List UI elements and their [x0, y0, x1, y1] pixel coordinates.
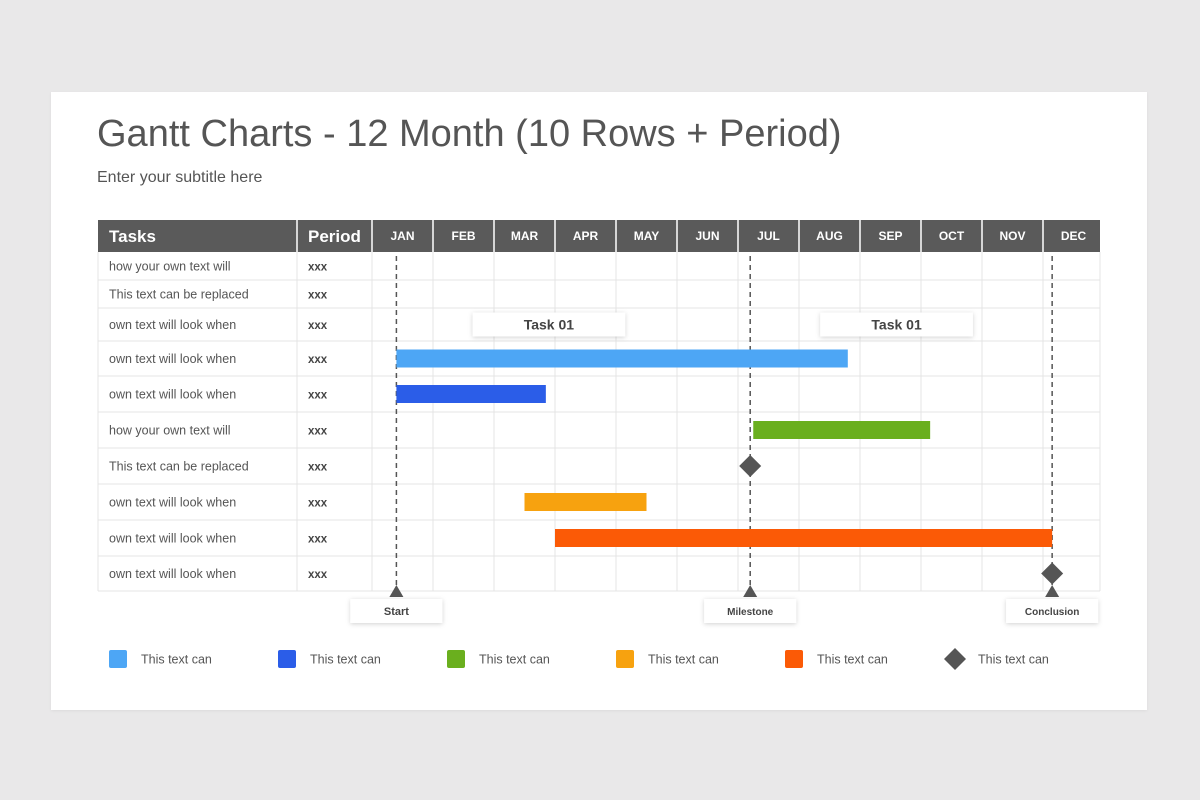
legend-swatch	[616, 650, 634, 668]
month-label-apr: APR	[573, 229, 599, 243]
task-label: own text will look when	[109, 532, 236, 546]
gantt-bar	[396, 385, 546, 403]
task-label: This text can be replaced	[109, 288, 249, 302]
page-subtitle: Enter your subtitle here	[97, 169, 263, 186]
month-label-jul: JUL	[757, 229, 780, 243]
period-value: xxx	[308, 534, 328, 546]
milestone-diamond	[1041, 562, 1064, 585]
task-callout-label: Task 01	[871, 317, 922, 333]
legend-label: This text can	[310, 653, 381, 667]
legend-swatch	[109, 650, 127, 668]
month-label-aug: AUG	[816, 229, 843, 243]
month-label-sep: SEP	[878, 229, 902, 243]
gantt-bar	[555, 529, 1053, 547]
month-label-jan: JAN	[390, 229, 414, 243]
legend-label: This text can	[648, 653, 719, 667]
marker-card	[350, 599, 443, 623]
month-label-dec: DEC	[1061, 229, 1087, 243]
marker-triangle	[743, 585, 758, 597]
task-label: own text will look when	[109, 496, 236, 510]
legend-label: This text can	[817, 653, 888, 667]
month-label-nov: NOV	[999, 229, 1025, 243]
tasks-header: Tasks	[109, 227, 156, 246]
legend-swatch	[278, 650, 296, 668]
task-label: own text will look when	[109, 567, 236, 581]
month-label-feb: FEB	[452, 229, 476, 243]
marker-card	[704, 599, 797, 623]
task-label: how your own text will	[109, 424, 231, 438]
legend-label: This text can	[978, 653, 1049, 667]
gantt-bar	[396, 349, 848, 368]
period-value: xxx	[308, 498, 328, 510]
period-value: xxx	[308, 390, 328, 402]
page-title: Gantt Charts - 12 Month (10 Rows + Perio…	[97, 113, 842, 155]
task-label: how your own text will	[109, 260, 231, 274]
period-value: xxx	[308, 569, 328, 581]
marker-label: Start	[384, 606, 409, 618]
milestone-diamond	[739, 455, 762, 477]
legend-swatch	[447, 650, 465, 668]
period-value: xxx	[308, 462, 328, 474]
month-label-jun: JUN	[695, 229, 719, 243]
period-value: xxx	[308, 354, 328, 366]
task-label: This text can be replaced	[109, 460, 249, 474]
gantt-bar	[524, 493, 647, 511]
task-label: own text will look when	[109, 388, 236, 402]
period-header: Period	[308, 227, 361, 246]
task-callout	[820, 312, 973, 337]
marker-label: Conclusion	[1025, 607, 1079, 618]
task-label: own text will look when	[109, 352, 236, 366]
task-callout-label: Task 01	[524, 317, 575, 333]
marker-card	[1006, 599, 1099, 623]
legend-label: This text can	[479, 653, 550, 667]
task-callout	[472, 312, 626, 337]
legend-label: This text can	[141, 653, 212, 667]
table-header	[98, 220, 1100, 252]
marker-triangle	[1045, 585, 1060, 597]
month-label-may: MAY	[634, 229, 660, 243]
task-label: own text will look when	[109, 318, 236, 332]
slide-card	[51, 92, 1147, 710]
marker-label: Milestone	[727, 607, 774, 618]
gantt-bar	[753, 421, 931, 439]
legend-swatch	[785, 650, 803, 668]
legend-swatch-diamond	[944, 648, 966, 670]
month-label-oct: OCT	[939, 229, 965, 243]
period-value: xxx	[308, 426, 328, 438]
month-label-mar: MAR	[511, 229, 539, 243]
marker-triangle	[389, 585, 404, 597]
period-value: xxx	[308, 320, 328, 332]
period-value: xxx	[308, 262, 328, 274]
period-value: xxx	[308, 290, 328, 302]
